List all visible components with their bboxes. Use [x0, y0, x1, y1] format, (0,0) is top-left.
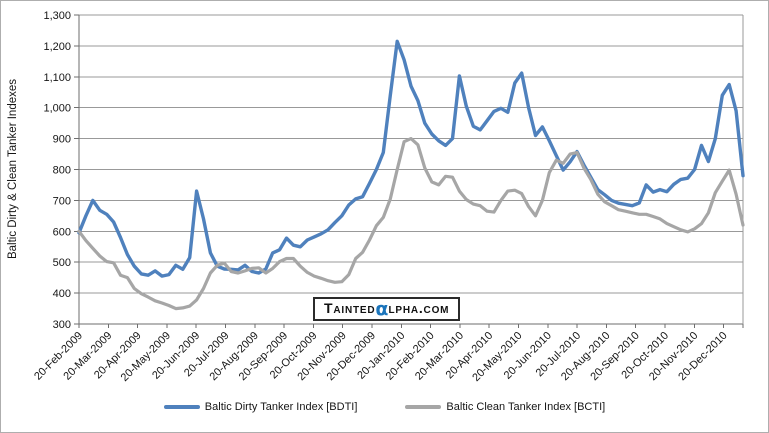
y-tick-label: 900: [53, 134, 71, 146]
alpha-glyph: α: [375, 298, 389, 320]
y-tick-label: 1,000: [43, 103, 71, 115]
y-tick-label: 500: [53, 257, 71, 269]
bcti-series-line: [77, 137, 745, 311]
y-tick-label: 1,300: [43, 10, 71, 22]
y-tick-label: 1,100: [43, 72, 71, 84]
bdti-line-swatch: [163, 405, 200, 409]
bdti-series-line: [77, 39, 745, 278]
legend-item-bcti: Baltic Clean Tanker Index [BCTI]: [405, 401, 605, 413]
bcti-line-swatch: [405, 405, 442, 409]
legend-item-bdti: Baltic Dirty Tanker Index [BDTI]: [163, 401, 358, 413]
y-tick-label: 800: [53, 165, 71, 177]
y-tick-label: 700: [53, 195, 71, 207]
y-tick-label: 400: [53, 288, 71, 300]
y-axis-title: Baltic Dirty & Clean Tanker Indexes: [7, 78, 19, 260]
watermark-text-right: lpha.com: [388, 300, 450, 316]
y-tick-label: 1,200: [43, 41, 71, 53]
bcti-legend-label: Baltic Clean Tanker Index [BCTI]: [446, 401, 606, 413]
y-tick-label: 600: [53, 226, 71, 238]
watermark-taintedalpha: Taintedαlpha.com: [313, 297, 461, 321]
bdti-legend-label: Baltic Dirty Tanker Index [BDTI]: [204, 401, 358, 413]
chart-legend: Baltic Dirty Tanker Index [BDTI] Baltic …: [1, 401, 768, 413]
y-tick-label: 300: [53, 319, 71, 331]
watermark-text-left: Tainted: [324, 300, 376, 316]
